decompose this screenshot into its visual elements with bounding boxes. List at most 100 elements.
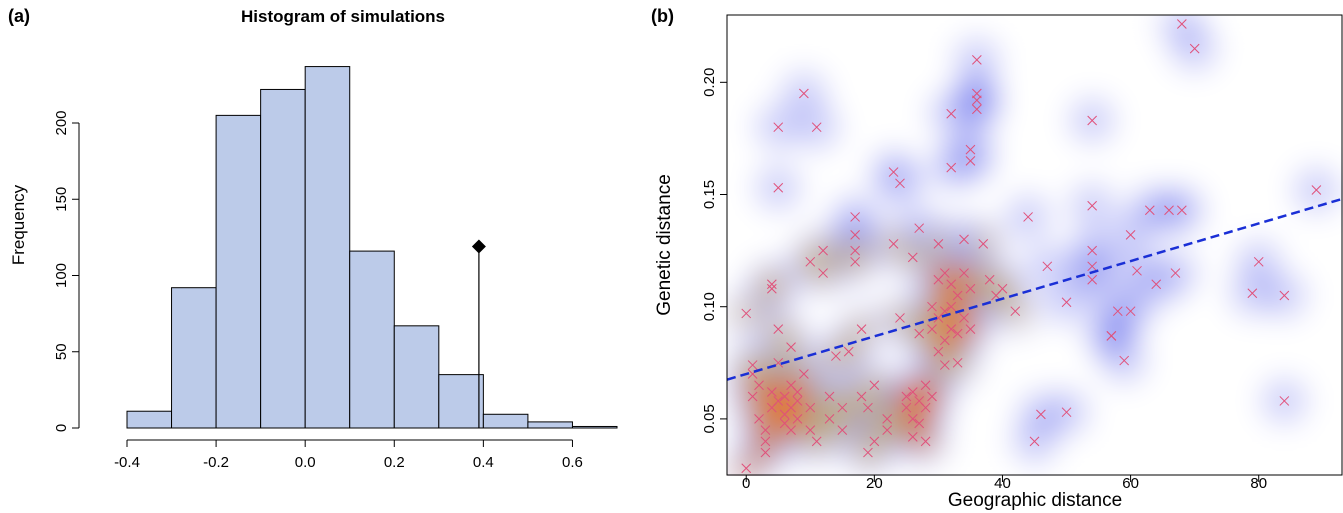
scatter-axes: 0 20 40 60 80 0.05 0.10 0.15 0.20 xyxy=(701,68,1267,492)
scatter-point xyxy=(799,369,809,379)
x-tick-label: -0.2 xyxy=(203,454,229,471)
scatter-point xyxy=(850,230,860,240)
scatter-point xyxy=(747,391,758,402)
histogram-axes: -0.4 -0.2 0.0 0.2 0.4 0.6 0 50 100 150 200 xyxy=(53,110,583,471)
scatter-point xyxy=(760,425,771,435)
x-tick-label: 0.6 xyxy=(562,454,583,471)
scatter-point xyxy=(946,108,957,119)
scatter-point xyxy=(850,245,860,256)
scatter-point xyxy=(805,256,816,267)
x-tick-label: 0.2 xyxy=(384,454,405,471)
scatter-point xyxy=(792,414,803,424)
y-tick-label: 0 xyxy=(53,424,70,432)
scatter-point xyxy=(811,436,822,447)
scatter-point xyxy=(946,324,957,334)
scatter-point xyxy=(766,387,777,397)
scatter-point xyxy=(1112,306,1123,317)
scatter-point xyxy=(779,391,790,402)
scatter-point xyxy=(766,279,777,290)
x-tick-label: 20 xyxy=(866,475,883,492)
scatter-point xyxy=(799,88,809,99)
scatter-point xyxy=(824,414,835,424)
scatter-point xyxy=(805,402,816,413)
scatter-point xyxy=(1087,261,1098,272)
scatter-point xyxy=(927,324,937,334)
scatter-point xyxy=(741,463,752,474)
scatter-point xyxy=(952,357,963,368)
scatter-point xyxy=(901,391,912,402)
scatter-point xyxy=(946,162,957,173)
scatter-point xyxy=(1164,205,1174,216)
scatter-point xyxy=(959,313,969,323)
scatter-point xyxy=(933,239,944,249)
scatter-point xyxy=(907,252,918,263)
scatter-point xyxy=(1061,407,1072,418)
scatter-point xyxy=(933,346,944,357)
scatter-point xyxy=(760,436,771,447)
scatter-point xyxy=(965,324,976,334)
scatter-point xyxy=(766,283,777,294)
scatter-point xyxy=(863,447,873,458)
scatter-point xyxy=(952,328,963,339)
histogram-bar xyxy=(126,410,173,429)
scatter-point xyxy=(837,402,848,413)
scatter-point xyxy=(959,268,969,278)
plot-frame xyxy=(726,14,1343,476)
trend-line xyxy=(727,197,1343,381)
scatter-point xyxy=(1029,436,1040,447)
scatter-point xyxy=(882,425,893,435)
scatter-point xyxy=(1176,205,1187,216)
x-tick-label: 80 xyxy=(1250,475,1267,492)
scatter-point xyxy=(792,396,803,406)
scatter-point xyxy=(786,342,796,352)
histogram-bar xyxy=(260,88,306,429)
scatter-point xyxy=(856,391,867,402)
scatter-point xyxy=(965,283,976,294)
histogram-bar xyxy=(527,421,573,429)
scatter-point xyxy=(984,274,995,285)
x-tick-label: 0.0 xyxy=(295,454,316,471)
histogram-bar xyxy=(571,425,618,429)
scatter-point xyxy=(1106,331,1117,341)
scatter-point xyxy=(914,328,925,339)
y-tick-label: 50 xyxy=(53,343,70,360)
scatter-point xyxy=(920,436,931,447)
histogram-bar xyxy=(171,287,217,429)
scatter-point xyxy=(831,351,841,361)
scatter-point xyxy=(920,380,931,391)
panel-a-label: (a) xyxy=(8,6,30,26)
scatter-point xyxy=(850,256,860,267)
scatter-point xyxy=(907,414,918,424)
scatter-point xyxy=(1087,274,1098,285)
scatter-point xyxy=(773,182,784,193)
y-tick-label: 200 xyxy=(53,110,70,135)
scatter-point xyxy=(843,346,854,357)
scatter-point xyxy=(1176,19,1187,29)
scatter-point xyxy=(818,245,828,256)
scatter-point xyxy=(1087,200,1098,211)
scatter-point xyxy=(863,402,873,413)
scatter-point xyxy=(1144,205,1155,216)
scatter-point xyxy=(850,212,860,222)
scatter-point xyxy=(907,432,918,442)
scatter-point xyxy=(895,178,905,189)
scatter-point xyxy=(939,335,950,346)
scatter-point xyxy=(965,144,976,155)
scatter-point xyxy=(888,167,899,177)
scatter-point xyxy=(1042,261,1053,272)
scatter-point xyxy=(952,290,963,301)
y-tick-label: 0.10 xyxy=(701,292,718,321)
scatter-point xyxy=(805,425,816,435)
scatter-point xyxy=(754,414,764,424)
y-axis-label: Frequency xyxy=(9,184,28,265)
histogram-bars xyxy=(126,66,618,429)
histogram-bar xyxy=(438,374,484,429)
scatter-point xyxy=(971,55,982,65)
y-axis-label-b: Genetic distance xyxy=(654,174,675,316)
observed-marker xyxy=(471,239,486,428)
scatter-point xyxy=(1061,297,1072,308)
scatter-point xyxy=(1151,279,1162,290)
x-tick-label: 40 xyxy=(994,475,1011,492)
y-tick-label: 0.15 xyxy=(701,180,718,209)
scatter-point xyxy=(907,387,918,397)
